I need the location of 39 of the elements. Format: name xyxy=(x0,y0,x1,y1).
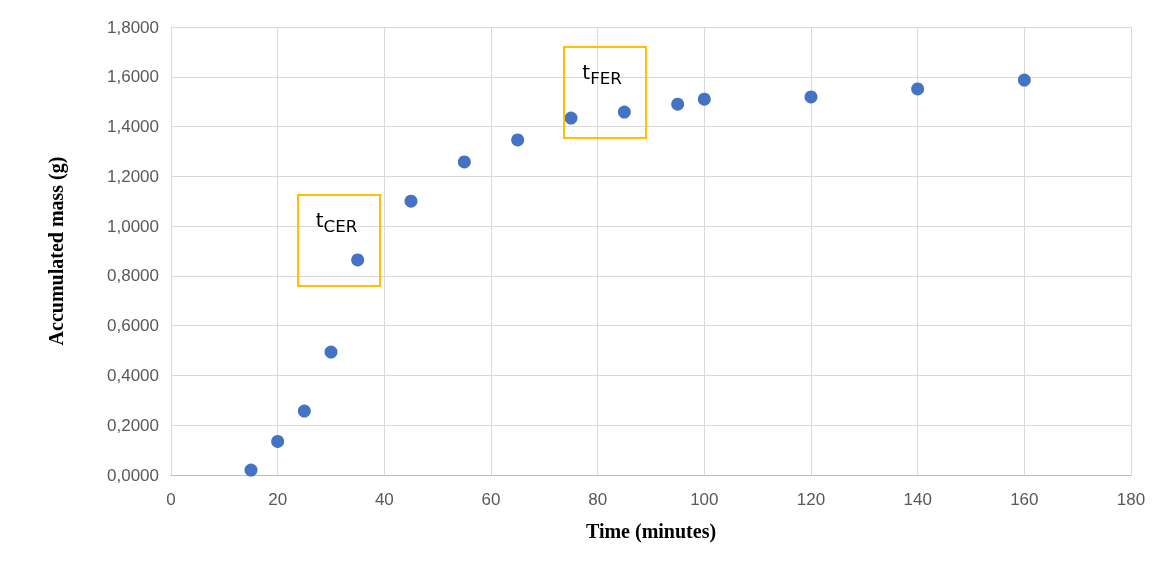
x-tick-label: 140 xyxy=(903,490,932,509)
point xyxy=(911,82,925,96)
y-tick-label: 0,2000 xyxy=(107,415,159,435)
point xyxy=(271,434,285,448)
point xyxy=(297,404,311,418)
x-tick-label: 100 xyxy=(690,490,719,509)
x-tick-label: 20 xyxy=(268,490,288,509)
point xyxy=(617,105,631,119)
y-axis-title: Accumulated mass (g) xyxy=(45,156,68,346)
y-tick-label: 1,0000 xyxy=(107,216,159,236)
x-tick-label: 120 xyxy=(796,490,826,509)
x-tick-label: 0 xyxy=(166,490,176,509)
y-tick-label: 1,6000 xyxy=(107,67,159,87)
point xyxy=(1017,73,1031,87)
point xyxy=(671,97,685,111)
point xyxy=(351,253,365,267)
x-tick-label: 80 xyxy=(588,490,608,509)
point xyxy=(564,111,578,125)
y-tick-label: 0,8000 xyxy=(107,266,159,286)
point xyxy=(324,345,338,359)
point xyxy=(244,463,258,477)
y-tick-label: 1,2000 xyxy=(107,166,159,186)
point xyxy=(404,194,418,208)
x-tick-label: 60 xyxy=(481,490,501,509)
point xyxy=(457,155,471,169)
annotation: t$_{FER}$ xyxy=(582,60,622,89)
point xyxy=(804,90,818,104)
y-tick-label: 1,8000 xyxy=(107,17,159,37)
x-tick-label: 180 xyxy=(1116,490,1146,509)
y-tick-label: 0,6000 xyxy=(107,316,159,336)
y-tick-label: 1,4000 xyxy=(107,117,159,137)
annotation: t$_{CER}$ xyxy=(315,207,358,236)
point xyxy=(511,133,525,147)
point xyxy=(697,92,711,106)
x-axis-title: Time (minutes) xyxy=(585,520,717,543)
y-tick-label: 0,4000 xyxy=(107,365,159,385)
y-tick-label: 0,0000 xyxy=(107,465,159,485)
x-tick-label: 160 xyxy=(1010,490,1039,509)
x-tick-label: 40 xyxy=(374,490,394,509)
